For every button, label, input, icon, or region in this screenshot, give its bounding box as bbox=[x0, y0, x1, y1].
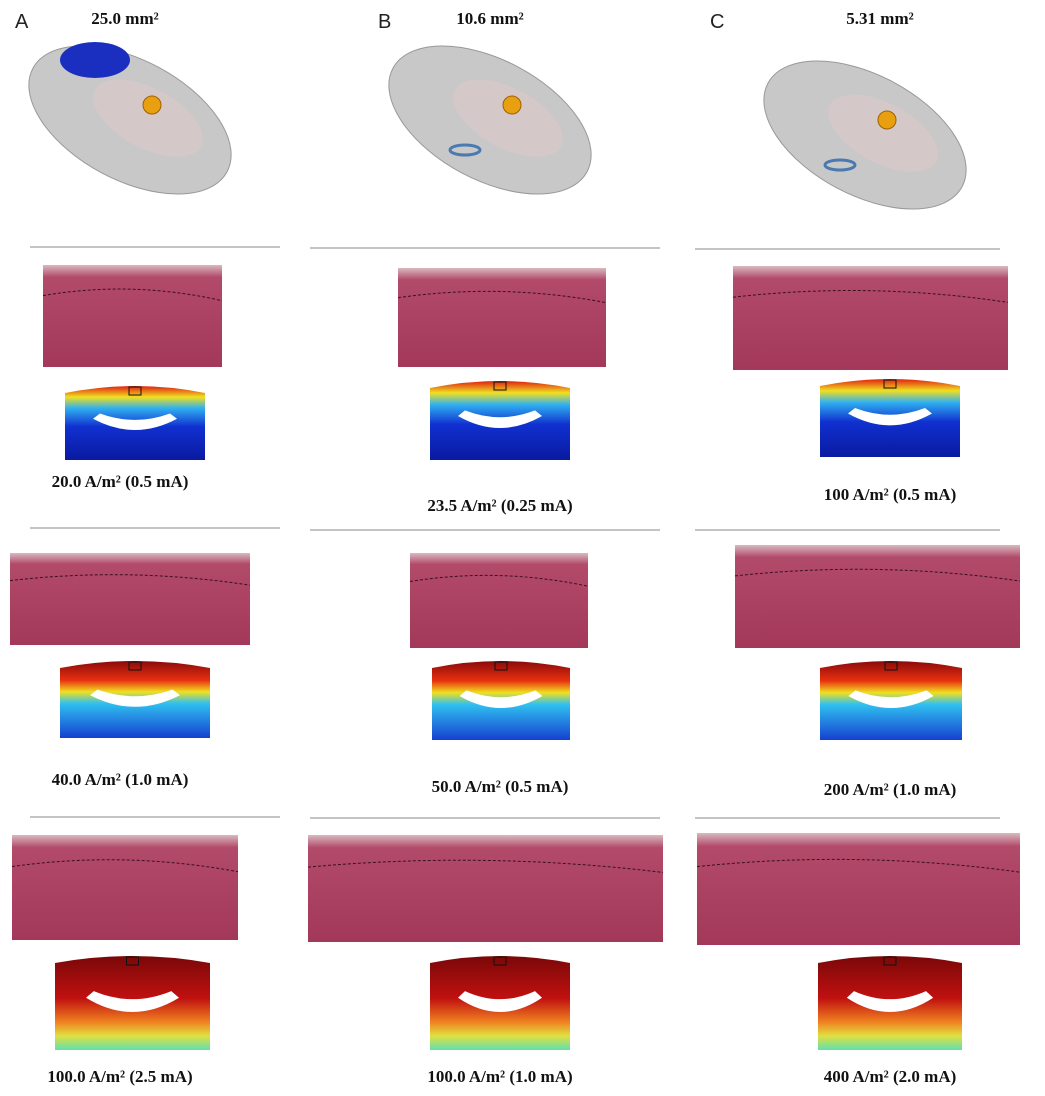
electrode-box bbox=[128, 661, 142, 671]
electrode-box bbox=[883, 956, 897, 966]
ring bbox=[823, 158, 857, 172]
caption: 50.0 A/m² (0.5 mA) bbox=[432, 777, 569, 796]
fem-cavity bbox=[86, 991, 179, 1012]
fem-cavity bbox=[458, 410, 542, 428]
histology-boundary bbox=[307, 859, 664, 873]
electrode bbox=[142, 95, 162, 115]
electrode bbox=[502, 95, 522, 115]
fem-cavity bbox=[93, 413, 177, 430]
caption: 40.0 A/m² (1.0 mA) bbox=[52, 770, 189, 789]
histology bbox=[410, 553, 588, 648]
caption: 100.0 A/m² (1.0 mA) bbox=[427, 1067, 572, 1086]
histology-boundary bbox=[409, 574, 589, 587]
area-label: 25.0 mm² bbox=[91, 9, 158, 28]
panel-label: A bbox=[15, 11, 29, 33]
histology bbox=[10, 553, 250, 645]
electrode-box bbox=[126, 956, 139, 966]
caption: 23.5 A/m² (0.25 mA) bbox=[427, 496, 572, 515]
ring bbox=[448, 143, 482, 157]
caption: 200 A/m² (1.0 mA) bbox=[824, 780, 957, 799]
fem-cavity bbox=[848, 408, 932, 426]
area-label: 10.6 mm² bbox=[456, 9, 523, 28]
brain-detail bbox=[453, 79, 563, 157]
caption: 100 A/m² (0.5 mA) bbox=[824, 485, 957, 504]
caption: 20.0 A/m² (0.5 mA) bbox=[52, 472, 189, 491]
fem-cavity bbox=[846, 991, 934, 1012]
area-label: 5.31 mm² bbox=[846, 9, 913, 28]
histology bbox=[697, 833, 1020, 945]
electrode-box bbox=[128, 386, 142, 396]
brain-detail bbox=[828, 94, 938, 172]
histology bbox=[308, 835, 663, 942]
fem-cavity bbox=[90, 689, 180, 707]
histology-boundary bbox=[397, 290, 607, 304]
histology bbox=[398, 268, 606, 367]
histology-boundary bbox=[734, 568, 1021, 582]
fem-cavity bbox=[459, 690, 543, 708]
panel-label: B bbox=[378, 11, 391, 33]
electrode-box bbox=[884, 661, 898, 671]
histology-boundary bbox=[9, 574, 251, 586]
histology bbox=[12, 835, 238, 940]
caption: 100.0 A/m² (2.5 mA) bbox=[47, 1067, 192, 1086]
electrode bbox=[877, 110, 897, 130]
fem-cavity bbox=[458, 991, 542, 1012]
electrode-box bbox=[493, 381, 507, 391]
caption: 400 A/m² (2.0 mA) bbox=[824, 1067, 957, 1086]
electrode-box bbox=[883, 379, 897, 389]
histology-boundary bbox=[42, 288, 223, 302]
brain-detail bbox=[93, 79, 203, 157]
histology bbox=[735, 545, 1020, 648]
fem-cavity bbox=[848, 690, 934, 708]
electrode-box bbox=[494, 661, 508, 671]
histology bbox=[733, 266, 1008, 370]
histology bbox=[43, 265, 222, 367]
histology-boundary bbox=[732, 290, 1009, 303]
electrode-box bbox=[493, 956, 507, 966]
histology-boundary bbox=[696, 858, 1021, 873]
lesion bbox=[60, 42, 130, 78]
panel-label: C bbox=[710, 11, 724, 33]
